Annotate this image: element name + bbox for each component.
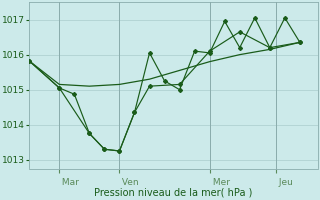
X-axis label: Pression niveau de la mer( hPa ): Pression niveau de la mer( hPa ) [94,188,253,198]
